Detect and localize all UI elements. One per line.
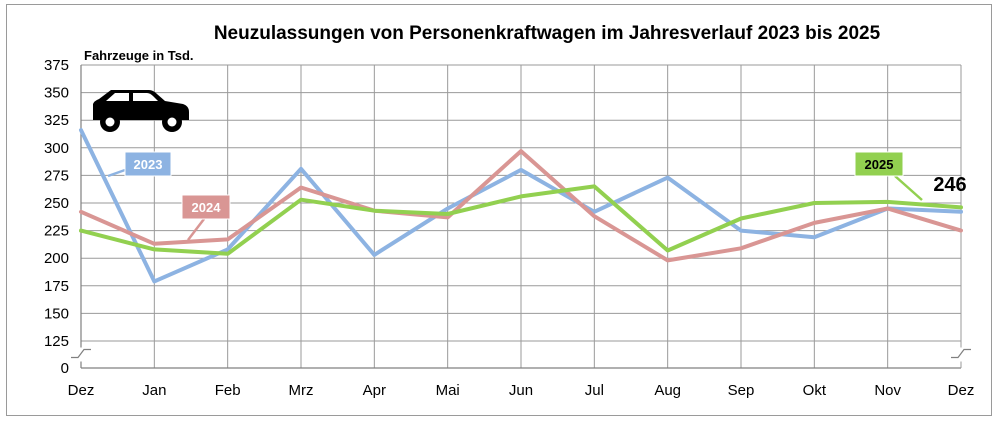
x-tick-labels: Dez Jan Feb Mrz Apr Mai Jun Jul Aug Sep Okt Nov Dez [68,382,975,399]
axis-break-marks [71,347,971,362]
series-lines [79,128,963,284]
y-tick-label: 325 [44,112,69,129]
series-callouts: 2023 2024 2025 [107,151,923,241]
y-tick-label: 175 [44,278,69,295]
callout-box-2024 [181,194,231,220]
chart-frame [6,4,992,416]
axis-break-zigzag [71,348,91,359]
callout-leader-2025 [894,175,923,201]
axes [80,65,962,369]
series-line-2024 [79,149,963,263]
y-tick-label: 375 [44,57,69,74]
series-label-2023: 2023 [134,157,163,172]
axis-break-zigzag [951,348,971,359]
y-tick-label: 225 [44,223,69,240]
last-value-label: 246 [933,174,966,196]
x-tick-label: Mai [436,382,460,399]
x-tick-label: Apr [363,382,386,399]
y-tick-label: 275 [44,167,69,184]
y-tick-labels: 0 125 150 175 200 225 250 275 300 325 350 375 [44,57,69,377]
x-tick-label: Sep [728,382,755,399]
series-line-2023 [79,128,963,284]
x-tick-label: Aug [654,382,681,399]
y-tick-label: 125 [44,333,69,350]
callout-box-2025 [854,151,904,177]
car-icon [93,90,189,132]
x-tick-label: Feb [215,382,241,399]
callout-leader-2023 [107,168,126,178]
y-tick-label: 250 [44,195,69,212]
y-tick-label: 150 [44,305,69,322]
x-tick-label: Jul [585,382,604,399]
series-line-2025 [79,184,963,256]
x-tick-label: Dez [68,382,95,399]
y-tick-label: 350 [44,85,69,102]
x-tick-label: Jun [509,382,533,399]
series-label-2024: 2024 [192,200,222,215]
y-axis-unit-label: Fahrzeuge in Tsd. [84,48,194,63]
x-tick-label: Nov [874,382,901,399]
x-tick-label: Dez [948,382,975,399]
y-tick-label: 0 [61,360,69,377]
chart-title: Neuzulassungen von Personenkraftwagen im… [214,23,881,44]
y-tick-label: 200 [44,250,69,267]
x-tick-label: Okt [803,382,827,399]
y-tick-label: 300 [44,140,69,157]
x-tick-label: Mrz [289,382,314,399]
x-tick-label: Jan [142,382,166,399]
callout-leader-2024 [187,218,205,241]
callout-box-2023 [124,151,172,177]
series-label-2025: 2025 [865,157,894,172]
